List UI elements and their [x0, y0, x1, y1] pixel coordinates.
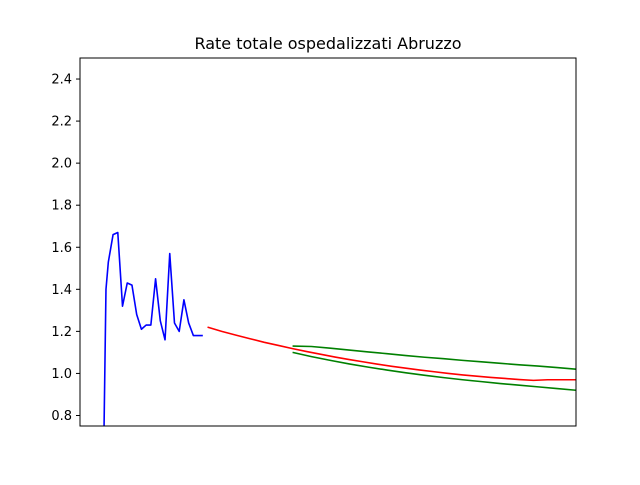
y-tick-label: 1.4	[51, 283, 72, 298]
y-tick-label: 1.2	[51, 325, 72, 340]
y-tick-label: 2.0	[51, 157, 72, 172]
plot-area: 0.8 1.0 1.2 1.4 1.6 1.8 2.0 2.2 2.4	[51, 57, 577, 427]
y-tick-label: 2.4	[51, 73, 72, 88]
series-group	[103, 231, 576, 426]
y-tick-label: 0.8	[51, 409, 72, 424]
y-tick-label: 1.8	[51, 199, 72, 214]
series-line-4	[292, 351, 576, 392]
chart-title: Rate totale ospedalizzati Abruzzo	[194, 34, 461, 53]
series-line-2	[207, 326, 576, 382]
axes-frame	[79, 57, 577, 427]
y-tick-label: 1.6	[51, 241, 72, 256]
series-line-3	[292, 345, 576, 371]
y-tick-label: 1.0	[51, 367, 72, 382]
y-tick-label: 2.2	[51, 115, 72, 130]
series-line-1	[103, 231, 203, 426]
